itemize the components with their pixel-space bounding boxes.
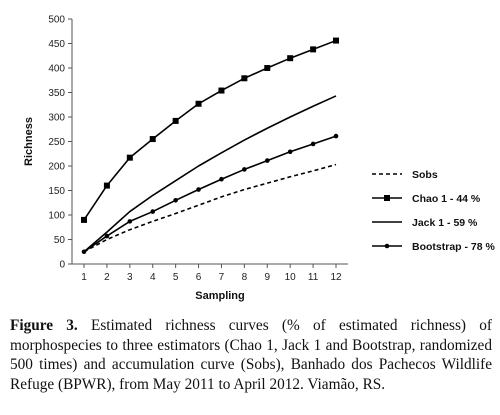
data-point-bootstrap-78 [173, 198, 178, 203]
data-point-bootstrap-78 [242, 167, 247, 172]
data-point-bootstrap-78 [196, 187, 201, 192]
data-point-bootstrap-78 [264, 158, 270, 163]
series-line-chao-1-44 [83, 39, 337, 221]
y-tick-label: 100 [48, 211, 65, 222]
y-tick-label: 0 [59, 260, 65, 271]
data-point-chao-1-44 [218, 87, 225, 94]
data-point-chao-1-44 [103, 182, 110, 189]
x-tick-label: 12 [330, 272, 342, 283]
chart-legend: Sobs Chao 1 - 44 % Jack 1 - 59 % Bootstrap … [372, 169, 496, 253]
legend-label-chao-1-44: Chao 1 - 44 % [412, 193, 481, 205]
x-tick-label: 4 [150, 272, 156, 283]
data-point-bootstrap-78 [310, 141, 316, 147]
y-tick-label: 50 [54, 235, 66, 246]
y-tick-label: 500 [48, 15, 65, 26]
legend-label-jack-1-59: Jack 1 - 59 % [412, 217, 478, 229]
series-jack-1-59 [83, 95, 337, 253]
series-chao-1-44 [81, 37, 339, 223]
y-tick-label: 200 [48, 162, 65, 173]
y-tick-label: 250 [48, 137, 65, 148]
data-point-chao-1-44 [241, 75, 248, 82]
data-point-bootstrap-78 [127, 219, 133, 224]
data-point-bootstrap-78 [219, 176, 224, 182]
series-sobs [83, 163, 337, 253]
legend-marker-chao-1-44 [384, 195, 390, 201]
series-bootstrap-78 [81, 133, 339, 255]
x-axis-ticks: 1 2 3 4 5 6 7 8 9 10 11 12 [81, 264, 342, 283]
x-tick-label: 8 [242, 272, 248, 283]
data-point-chao-1-44 [333, 37, 339, 44]
data-point-bootstrap-78 [150, 209, 156, 214]
data-point-chao-1-44 [172, 117, 179, 124]
data-point-bootstrap-78 [104, 233, 110, 239]
legend-label-bootstrap-78: Bootstrap - 78 % [412, 241, 496, 253]
figure-caption: Figure 3. Estimated richness curves (% o… [10, 316, 492, 394]
x-tick-label: 7 [219, 272, 225, 283]
x-tick-label: 10 [285, 272, 297, 283]
y-tick-label: 300 [48, 113, 65, 124]
x-tick-label: 9 [264, 272, 270, 283]
data-point-chao-1-44 [287, 55, 294, 62]
data-point-bootstrap-78 [81, 249, 87, 255]
series-line-bootstrap-78 [83, 135, 337, 253]
y-axis-ticks: 0 50 100 150 200 250 300 350 400 450 500 [48, 15, 72, 271]
x-tick-label: 2 [104, 272, 110, 283]
data-point-chao-1-44 [81, 216, 87, 223]
y-tick-label: 150 [48, 186, 65, 197]
series-line-jack-1-59 [83, 95, 337, 253]
data-point-chao-1-44 [264, 65, 271, 71]
data-point-chao-1-44 [310, 46, 317, 53]
legend-label-sobs: Sobs [412, 169, 438, 181]
data-point-bootstrap-78 [287, 149, 293, 155]
series-layer [81, 37, 339, 255]
x-axis-title: Sampling [195, 290, 245, 302]
legend-marker-bootstrap-78 [384, 243, 390, 249]
data-point-chao-1-44 [126, 154, 133, 161]
caption-text: Estimated richness curves (% of estimate… [10, 317, 492, 393]
y-tick-label: 450 [48, 39, 65, 50]
series-line-sobs [83, 163, 337, 253]
data-point-chao-1-44 [195, 100, 202, 107]
data-point-chao-1-44 [149, 136, 156, 143]
x-tick-label: 1 [81, 272, 87, 283]
caption-label: Figure 3. [10, 317, 78, 334]
y-tick-label: 350 [48, 88, 65, 99]
x-tick-label: 3 [127, 272, 133, 283]
x-tick-label: 6 [196, 272, 202, 283]
x-tick-label: 5 [173, 272, 179, 283]
data-point-bootstrap-78 [333, 133, 339, 139]
y-tick-label: 400 [48, 64, 65, 75]
x-tick-label: 11 [308, 272, 319, 283]
y-axis-title: Richness [23, 117, 35, 166]
